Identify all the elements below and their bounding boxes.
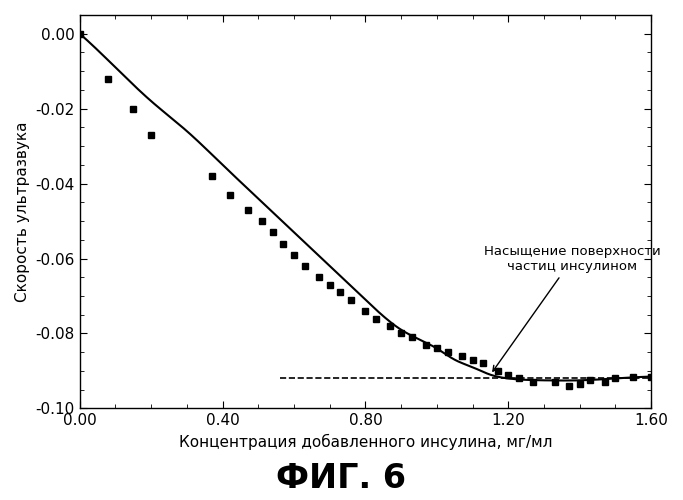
Text: ФИГ. 6: ФИГ. 6 bbox=[277, 462, 406, 495]
X-axis label: Концентрация добавленного инсулина, мг/мл: Концентрация добавленного инсулина, мг/м… bbox=[179, 434, 552, 450]
Y-axis label: Скорость ультразвука: Скорость ультразвука bbox=[15, 122, 30, 302]
Text: Насыщение поверхности
частиц инсулином: Насыщение поверхности частиц инсулином bbox=[484, 245, 661, 371]
